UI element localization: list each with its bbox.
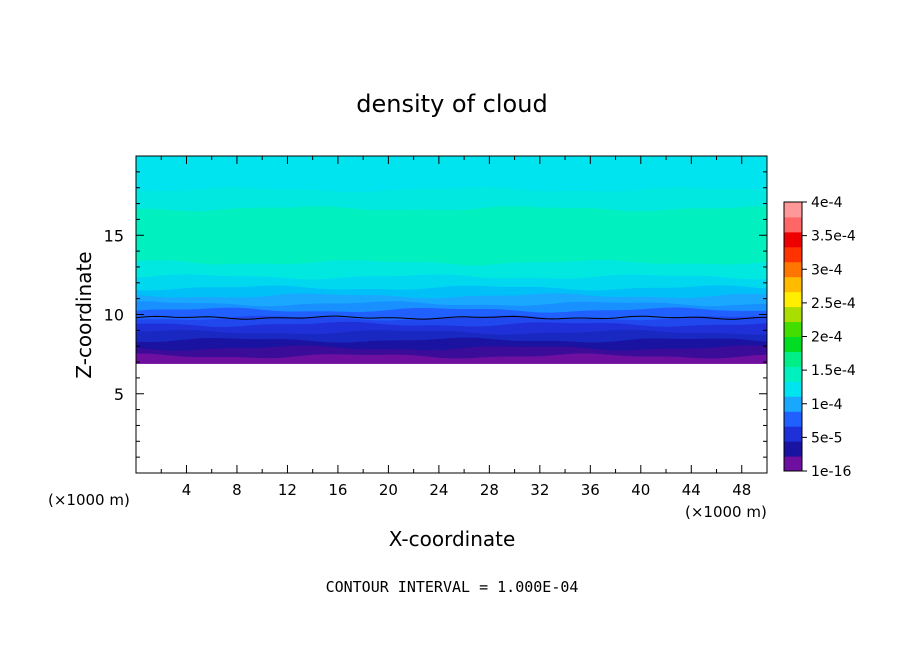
y-tick-label: 5: [114, 385, 124, 404]
colorbar-label: 5e-5: [811, 430, 842, 446]
x-unit-label-right: (×1000 m): [685, 503, 767, 521]
colorbar-swatch: [784, 276, 802, 293]
colorbar-label: 2.5e-4: [811, 296, 856, 312]
x-axis: 4 8 12 16 20 24 28 32 36 40 44 48: [160, 156, 751, 499]
colorbar-swatch: [784, 231, 802, 248]
colorbar-label: 1.5e-4: [811, 363, 856, 379]
chart-title: density of cloud: [356, 90, 547, 118]
x-tick-label: 12: [278, 481, 297, 499]
colorbar-swatch: [784, 441, 802, 457]
x-unit-label: (×1000 m): [48, 491, 130, 509]
colorbar-label: 2e-4: [811, 330, 843, 346]
y-tick-label: 10: [104, 306, 124, 325]
x-tick-label: 44: [682, 481, 701, 499]
colorbar-swatch: [784, 426, 802, 442]
colorbar-swatch: [784, 366, 802, 382]
colorbar-swatch: [784, 306, 802, 323]
colorbar-label: 1e-16: [811, 464, 851, 480]
y-axis-label: Z-coordinate: [72, 251, 96, 378]
colorbar-swatch: [784, 291, 802, 308]
x-tick-label: 4: [182, 481, 192, 499]
colorbar: 1e-16 5e-5 1e-4 1.5e-4 2e-4 2.5e-4 3e-4 3.5e-4 4…: [783, 195, 856, 480]
contour-field: [135, 155, 768, 364]
x-tick-label: 16: [328, 481, 347, 499]
contour-band: [135, 186, 768, 212]
colorbar-swatch: [784, 246, 802, 263]
colorbar-swatch: [784, 456, 802, 472]
x-tick-label: 36: [581, 481, 600, 499]
colorbar-swatch: [784, 202, 802, 218]
x-tick-label: 32: [530, 481, 549, 499]
colorbar-swatch: [784, 336, 802, 352]
colorbar-swatch: [784, 351, 802, 367]
colorbar-label: 1e-4: [811, 397, 843, 413]
colorbar-swatch: [784, 216, 802, 233]
x-tick-label: 8: [232, 481, 242, 499]
contour-band: [135, 205, 768, 266]
x-tick-label: 20: [379, 481, 398, 499]
x-axis-label: X-coordinate: [389, 527, 516, 551]
colorbar-swatch: [784, 381, 802, 397]
x-tick-label: 40: [631, 481, 650, 499]
contour-interval-label: CONTOUR INTERVAL = 1.000E-04: [326, 578, 579, 596]
contour-band: [135, 155, 768, 193]
colorbar-label: 3.5e-4: [811, 229, 856, 245]
x-tick-label: 28: [480, 481, 499, 499]
colorbar-swatch: [784, 321, 802, 337]
y-tick-label: 15: [104, 226, 124, 245]
colorbar-label: 3e-4: [811, 262, 843, 278]
colorbar-label: 4e-4: [811, 195, 843, 211]
x-tick-label: 48: [732, 481, 751, 499]
colorbar-swatch: [784, 396, 802, 412]
colorbar-swatch: [784, 411, 802, 427]
colorbar-swatch: [784, 261, 802, 278]
y-axis: 5 10 15: [104, 171, 767, 458]
contour-line: [135, 315, 768, 320]
x-tick-label: 24: [429, 481, 448, 499]
